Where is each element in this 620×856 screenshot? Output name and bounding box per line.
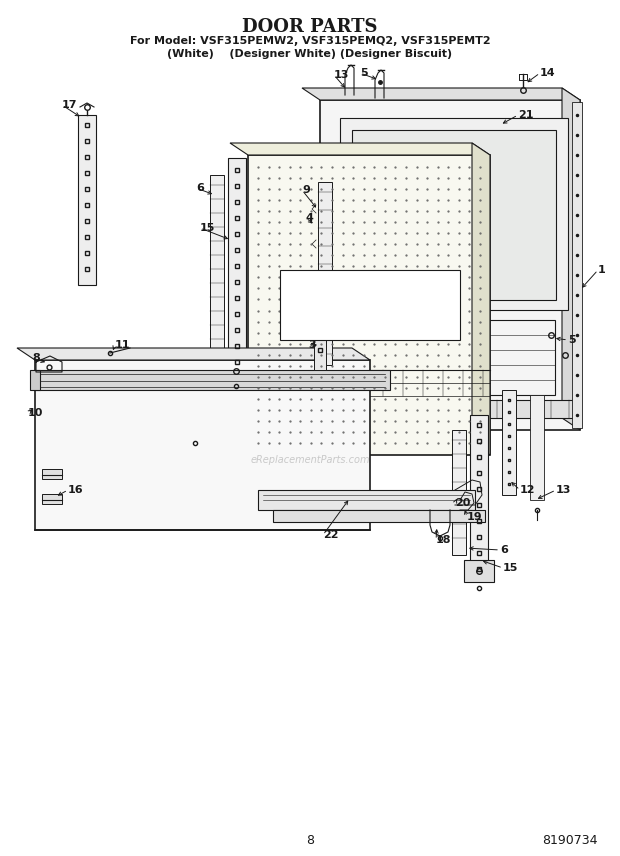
Polygon shape	[430, 320, 555, 395]
Polygon shape	[302, 88, 580, 100]
Text: 8190734: 8190734	[542, 834, 598, 847]
Text: 19: 19	[467, 512, 482, 522]
Polygon shape	[78, 115, 96, 285]
Text: 5: 5	[568, 335, 575, 345]
Text: 13: 13	[556, 485, 572, 495]
Text: 11: 11	[115, 340, 130, 350]
Polygon shape	[30, 370, 40, 390]
Text: 8: 8	[32, 353, 40, 363]
Polygon shape	[228, 158, 246, 380]
Text: 3: 3	[308, 340, 316, 350]
Text: For Model: VSF315PEMW2, VSF315PEMQ2, VSF315PEMT2: For Model: VSF315PEMW2, VSF315PEMQ2, VSF…	[130, 36, 490, 46]
Text: 6: 6	[196, 183, 204, 193]
Polygon shape	[352, 130, 556, 300]
Text: eReplacementParts.com: eReplacementParts.com	[250, 455, 370, 465]
Text: 14: 14	[540, 68, 556, 78]
Text: 16: 16	[68, 485, 84, 495]
Polygon shape	[210, 175, 224, 350]
Text: 8: 8	[306, 834, 314, 847]
Text: 4: 4	[306, 213, 314, 223]
Polygon shape	[472, 143, 490, 455]
Polygon shape	[452, 430, 466, 555]
Polygon shape	[35, 360, 370, 530]
Text: 12: 12	[520, 485, 536, 495]
Polygon shape	[17, 348, 370, 360]
Polygon shape	[42, 494, 62, 504]
Text: 10: 10	[28, 408, 43, 418]
Text: 18: 18	[436, 535, 451, 545]
Polygon shape	[320, 400, 580, 418]
Polygon shape	[320, 100, 580, 430]
Polygon shape	[530, 395, 544, 500]
Text: 15: 15	[503, 563, 518, 573]
Polygon shape	[464, 560, 494, 582]
Text: 17: 17	[62, 100, 78, 110]
Text: DOOR PARTS: DOOR PARTS	[242, 18, 378, 36]
Text: 13: 13	[334, 70, 350, 80]
Bar	[280, 270, 460, 340]
Polygon shape	[273, 510, 485, 522]
Polygon shape	[314, 320, 326, 370]
Polygon shape	[222, 360, 250, 382]
Polygon shape	[35, 370, 390, 390]
Polygon shape	[470, 415, 488, 580]
Text: 21: 21	[518, 110, 533, 120]
Polygon shape	[340, 118, 568, 310]
Polygon shape	[248, 155, 490, 455]
Text: 1: 1	[598, 265, 606, 275]
Polygon shape	[42, 469, 62, 479]
Polygon shape	[318, 182, 332, 365]
Polygon shape	[502, 390, 516, 495]
Text: 20: 20	[455, 498, 471, 508]
Polygon shape	[572, 102, 582, 428]
Text: 22: 22	[323, 530, 339, 540]
Text: 9: 9	[302, 185, 310, 195]
Polygon shape	[562, 88, 580, 430]
Text: 15: 15	[200, 223, 215, 233]
Text: (White)    (Designer White) (Designer Biscuit): (White) (Designer White) (Designer Biscu…	[167, 49, 453, 59]
Polygon shape	[230, 143, 490, 155]
Text: 6: 6	[500, 545, 508, 555]
Text: 5: 5	[360, 68, 368, 78]
Polygon shape	[258, 490, 475, 510]
